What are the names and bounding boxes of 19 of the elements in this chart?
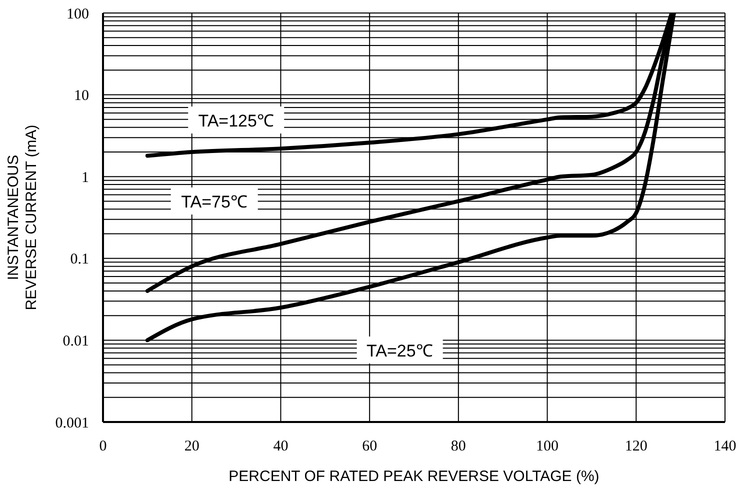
x-tick-label: 100 xyxy=(536,438,559,455)
x-tick-label: 20 xyxy=(184,438,200,455)
y-tick-label: 1 xyxy=(82,170,89,186)
x-tick-label: 140 xyxy=(714,438,736,455)
x-tick-label: 40 xyxy=(273,438,288,455)
x-tick-label: 120 xyxy=(624,438,648,455)
y-tick-label: 100 xyxy=(66,6,89,22)
annotation: TA=25℃ xyxy=(356,336,443,364)
x-tick-label: 0 xyxy=(99,438,107,455)
y-axis-title: INSTANTANEOUS REVERSE CURRENT (mA) xyxy=(5,124,40,310)
x-tick-label: 60 xyxy=(362,438,378,455)
x-tick-label: 80 xyxy=(450,438,466,455)
y-tick-label: 10 xyxy=(74,88,89,104)
annotation: TA=125℃ xyxy=(188,106,284,134)
y-tick-label: 0.1 xyxy=(70,252,89,268)
y-tick-label: 0.01 xyxy=(62,334,89,350)
x-axis-title: PERCENT OF RATED PEAK REVERSE VOLTAGE (%) xyxy=(228,468,600,485)
annotation: TA=75℃ xyxy=(171,188,258,215)
y-tick-label: 0.001 xyxy=(55,415,89,432)
